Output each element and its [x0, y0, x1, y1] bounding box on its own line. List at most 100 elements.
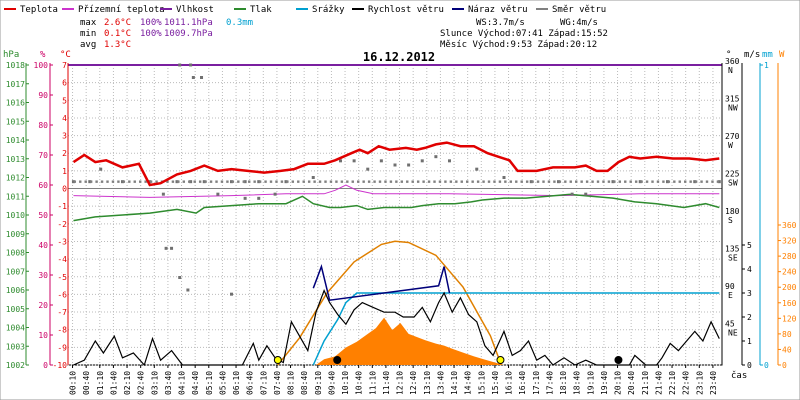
- x-tick-label: 08:40: [300, 371, 309, 395]
- wind-direction-point: [366, 167, 370, 171]
- x-tick-label: 13:10: [423, 371, 432, 395]
- wind-direction-point: [352, 159, 356, 163]
- wind-direction-point: [564, 180, 567, 183]
- x-tick-label: 17:10: [532, 371, 541, 395]
- x-tick-label: 12:10: [396, 371, 405, 395]
- wind-direction-point: [346, 180, 349, 183]
- wind-direction-point: [656, 180, 660, 183]
- hpa-axis-title: hPa: [3, 50, 19, 60]
- wind-direction-point: [379, 159, 383, 163]
- legend-label: Rychlost větru: [368, 5, 444, 15]
- hpa-tick-label: 1008: [6, 249, 25, 258]
- wind-direction-point: [231, 180, 235, 183]
- humidity-tick-label: 90: [38, 91, 48, 100]
- legend-label: Teplota: [20, 5, 58, 15]
- x-tick-label: 16:10: [505, 371, 514, 395]
- x-tick-label: 14:10: [450, 371, 459, 395]
- moon-info: Měsíc Východ:9:53 Západ:20:12: [440, 40, 597, 50]
- wind-direction-point: [693, 180, 697, 184]
- sunrise-marker: [273, 356, 282, 364]
- wind-direction-point: [100, 180, 104, 183]
- x-tick-label: 04:40: [191, 371, 200, 395]
- wind-direction-point: [444, 180, 447, 183]
- wind-direction-point: [215, 180, 218, 183]
- wind-direction-point: [188, 180, 191, 183]
- wind-direction-point: [580, 180, 583, 183]
- direction-tick-degrees: 270: [725, 132, 740, 141]
- wind-direction-point: [253, 180, 256, 183]
- wind-tick-label: 0: [747, 361, 752, 370]
- wind-direction-point: [220, 180, 224, 183]
- stats-block: max 2.6°C 100% 1011.1hPa 0.3mm min 0.1°C…: [80, 18, 253, 50]
- humidity-tick-label: 100: [34, 61, 49, 70]
- wind-direction-point: [84, 180, 87, 183]
- wind-direction-point: [471, 180, 474, 183]
- temp-tick-label: 0: [62, 185, 67, 194]
- wind-gust-line: [312, 264, 451, 302]
- solar-tick-label: 120: [782, 314, 797, 323]
- plot-frame: [67, 64, 723, 366]
- wind-direction-point: [711, 180, 714, 183]
- wind-direction-point: [557, 180, 560, 184]
- legend: Teplota Přízemní teplota Vlhkost Tlak Srážky…: [4, 5, 606, 15]
- x-tick-label: 19:10: [586, 371, 595, 395]
- wind-direction-point: [607, 180, 611, 183]
- wind-direction-point: [204, 180, 207, 183]
- wind-direction-point: [230, 292, 233, 296]
- wind-direction-point: [547, 180, 551, 183]
- stats-max-hum: 100%: [140, 18, 162, 28]
- solar-tick-label: 200: [782, 283, 797, 292]
- hpa-tick-label: 1010: [6, 211, 25, 220]
- hpa-tick-label: 1002: [6, 361, 25, 370]
- x-tick-label: 16:40: [518, 371, 527, 395]
- wind-direction-point: [624, 180, 627, 183]
- temp-tick-label: -6: [57, 290, 67, 299]
- wind-direction-point: [230, 180, 233, 184]
- wind-direction-point: [191, 76, 195, 79]
- wind-direction-point: [531, 180, 534, 183]
- wind-direction-point: [243, 196, 247, 200]
- x-tick-label: 07:40: [273, 371, 282, 395]
- rain-axis-title: mm: [762, 50, 773, 60]
- wind-direction-point: [416, 180, 420, 183]
- wind-direction-point: [591, 180, 594, 183]
- temp-axis-title: °C: [60, 50, 71, 60]
- wind-direction-point: [455, 180, 458, 183]
- wind-direction-point: [384, 180, 387, 183]
- x-tick-label: 20:10: [614, 371, 623, 395]
- wind-direction-point: [144, 180, 147, 183]
- x-tick-label: 06:40: [246, 371, 255, 395]
- hpa-tick-label: 1006: [6, 286, 25, 295]
- x-tick-label: 09:10: [314, 371, 323, 395]
- wind-tick-label: 1: [747, 337, 752, 346]
- wind-direction-point: [422, 180, 425, 183]
- stats-max-rain: 0.3mm: [226, 18, 253, 28]
- x-tick-label: 18:40: [573, 371, 582, 395]
- wind-direction-point: [553, 180, 556, 183]
- wind-direction-point: [243, 180, 247, 184]
- stats-min-press: 1009.7hPa: [164, 29, 213, 39]
- x-tick-label: 07:10: [259, 371, 268, 395]
- legend-label: Přízemní teplota: [78, 5, 165, 15]
- x-tick-label: 10:10: [341, 371, 350, 395]
- x-tick-label: 11:40: [382, 371, 391, 395]
- wind-direction-point: [170, 246, 174, 250]
- x-tick-label: 05:10: [205, 371, 214, 395]
- astro-info: WS:3.7m/s WG:4m/s Slunce Východ:07:41 Zá…: [440, 18, 608, 50]
- x-tick-label: 14:40: [464, 371, 473, 395]
- wind-direction-point: [529, 180, 533, 184]
- wind-direction-point: [475, 167, 479, 171]
- x-tick-label: 01:40: [109, 371, 118, 395]
- wind-direction-point: [178, 63, 182, 67]
- temp-tick-label: 3: [62, 132, 67, 141]
- temp-tick-label: 7: [62, 61, 67, 70]
- wind-direction-point: [438, 180, 442, 183]
- humidity-axis-title: %: [40, 50, 46, 60]
- hpa-tick-label: 1014: [6, 136, 25, 145]
- wind-direction-point: [411, 180, 414, 183]
- wind-direction-point: [367, 180, 371, 183]
- wind-direction-point: [121, 180, 124, 184]
- hpa-tick-label: 1018: [6, 61, 25, 70]
- wind-direction-point: [362, 180, 365, 183]
